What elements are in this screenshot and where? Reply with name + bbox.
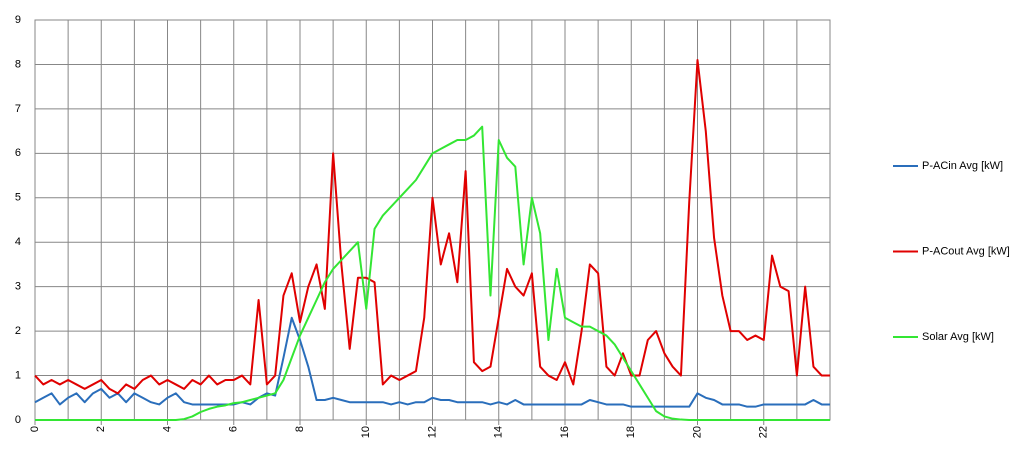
y-tick-label: 0	[15, 414, 21, 426]
x-tick-label: 16	[559, 426, 571, 438]
x-tick-label: 0	[29, 426, 41, 432]
x-tick-label: 14	[493, 426, 505, 438]
x-tick-label: 6	[228, 426, 240, 432]
legend-label: P-ACout Avg [kW]	[922, 245, 1010, 257]
x-tick-label: 20	[691, 426, 703, 438]
x-tick-label: 4	[161, 426, 173, 432]
y-tick-label: 2	[15, 325, 21, 337]
series-line	[34, 316, 830, 408]
series-line	[35, 125, 830, 421]
legend-label: P-ACin Avg [kW]	[922, 160, 1003, 172]
y-tick-label: 8	[15, 58, 21, 70]
series-line	[34, 59, 830, 395]
legend-label: Solar Avg [kW]	[922, 331, 994, 343]
x-tick-label: 18	[625, 426, 637, 438]
y-tick-label: 3	[15, 281, 21, 293]
y-tick-label: 9	[15, 14, 21, 26]
x-tick-label: 8	[294, 426, 306, 432]
y-tick-label: 1	[15, 369, 21, 381]
x-tick-label: 10	[360, 426, 372, 438]
y-tick-label: 4	[15, 236, 21, 248]
y-tick-label: 7	[15, 103, 21, 115]
x-tick-label: 2	[95, 426, 107, 432]
x-tick-label: 12	[426, 426, 438, 438]
y-tick-label: 5	[15, 192, 21, 204]
x-tick-label: 22	[758, 426, 770, 438]
y-tick-label: 6	[15, 147, 21, 159]
